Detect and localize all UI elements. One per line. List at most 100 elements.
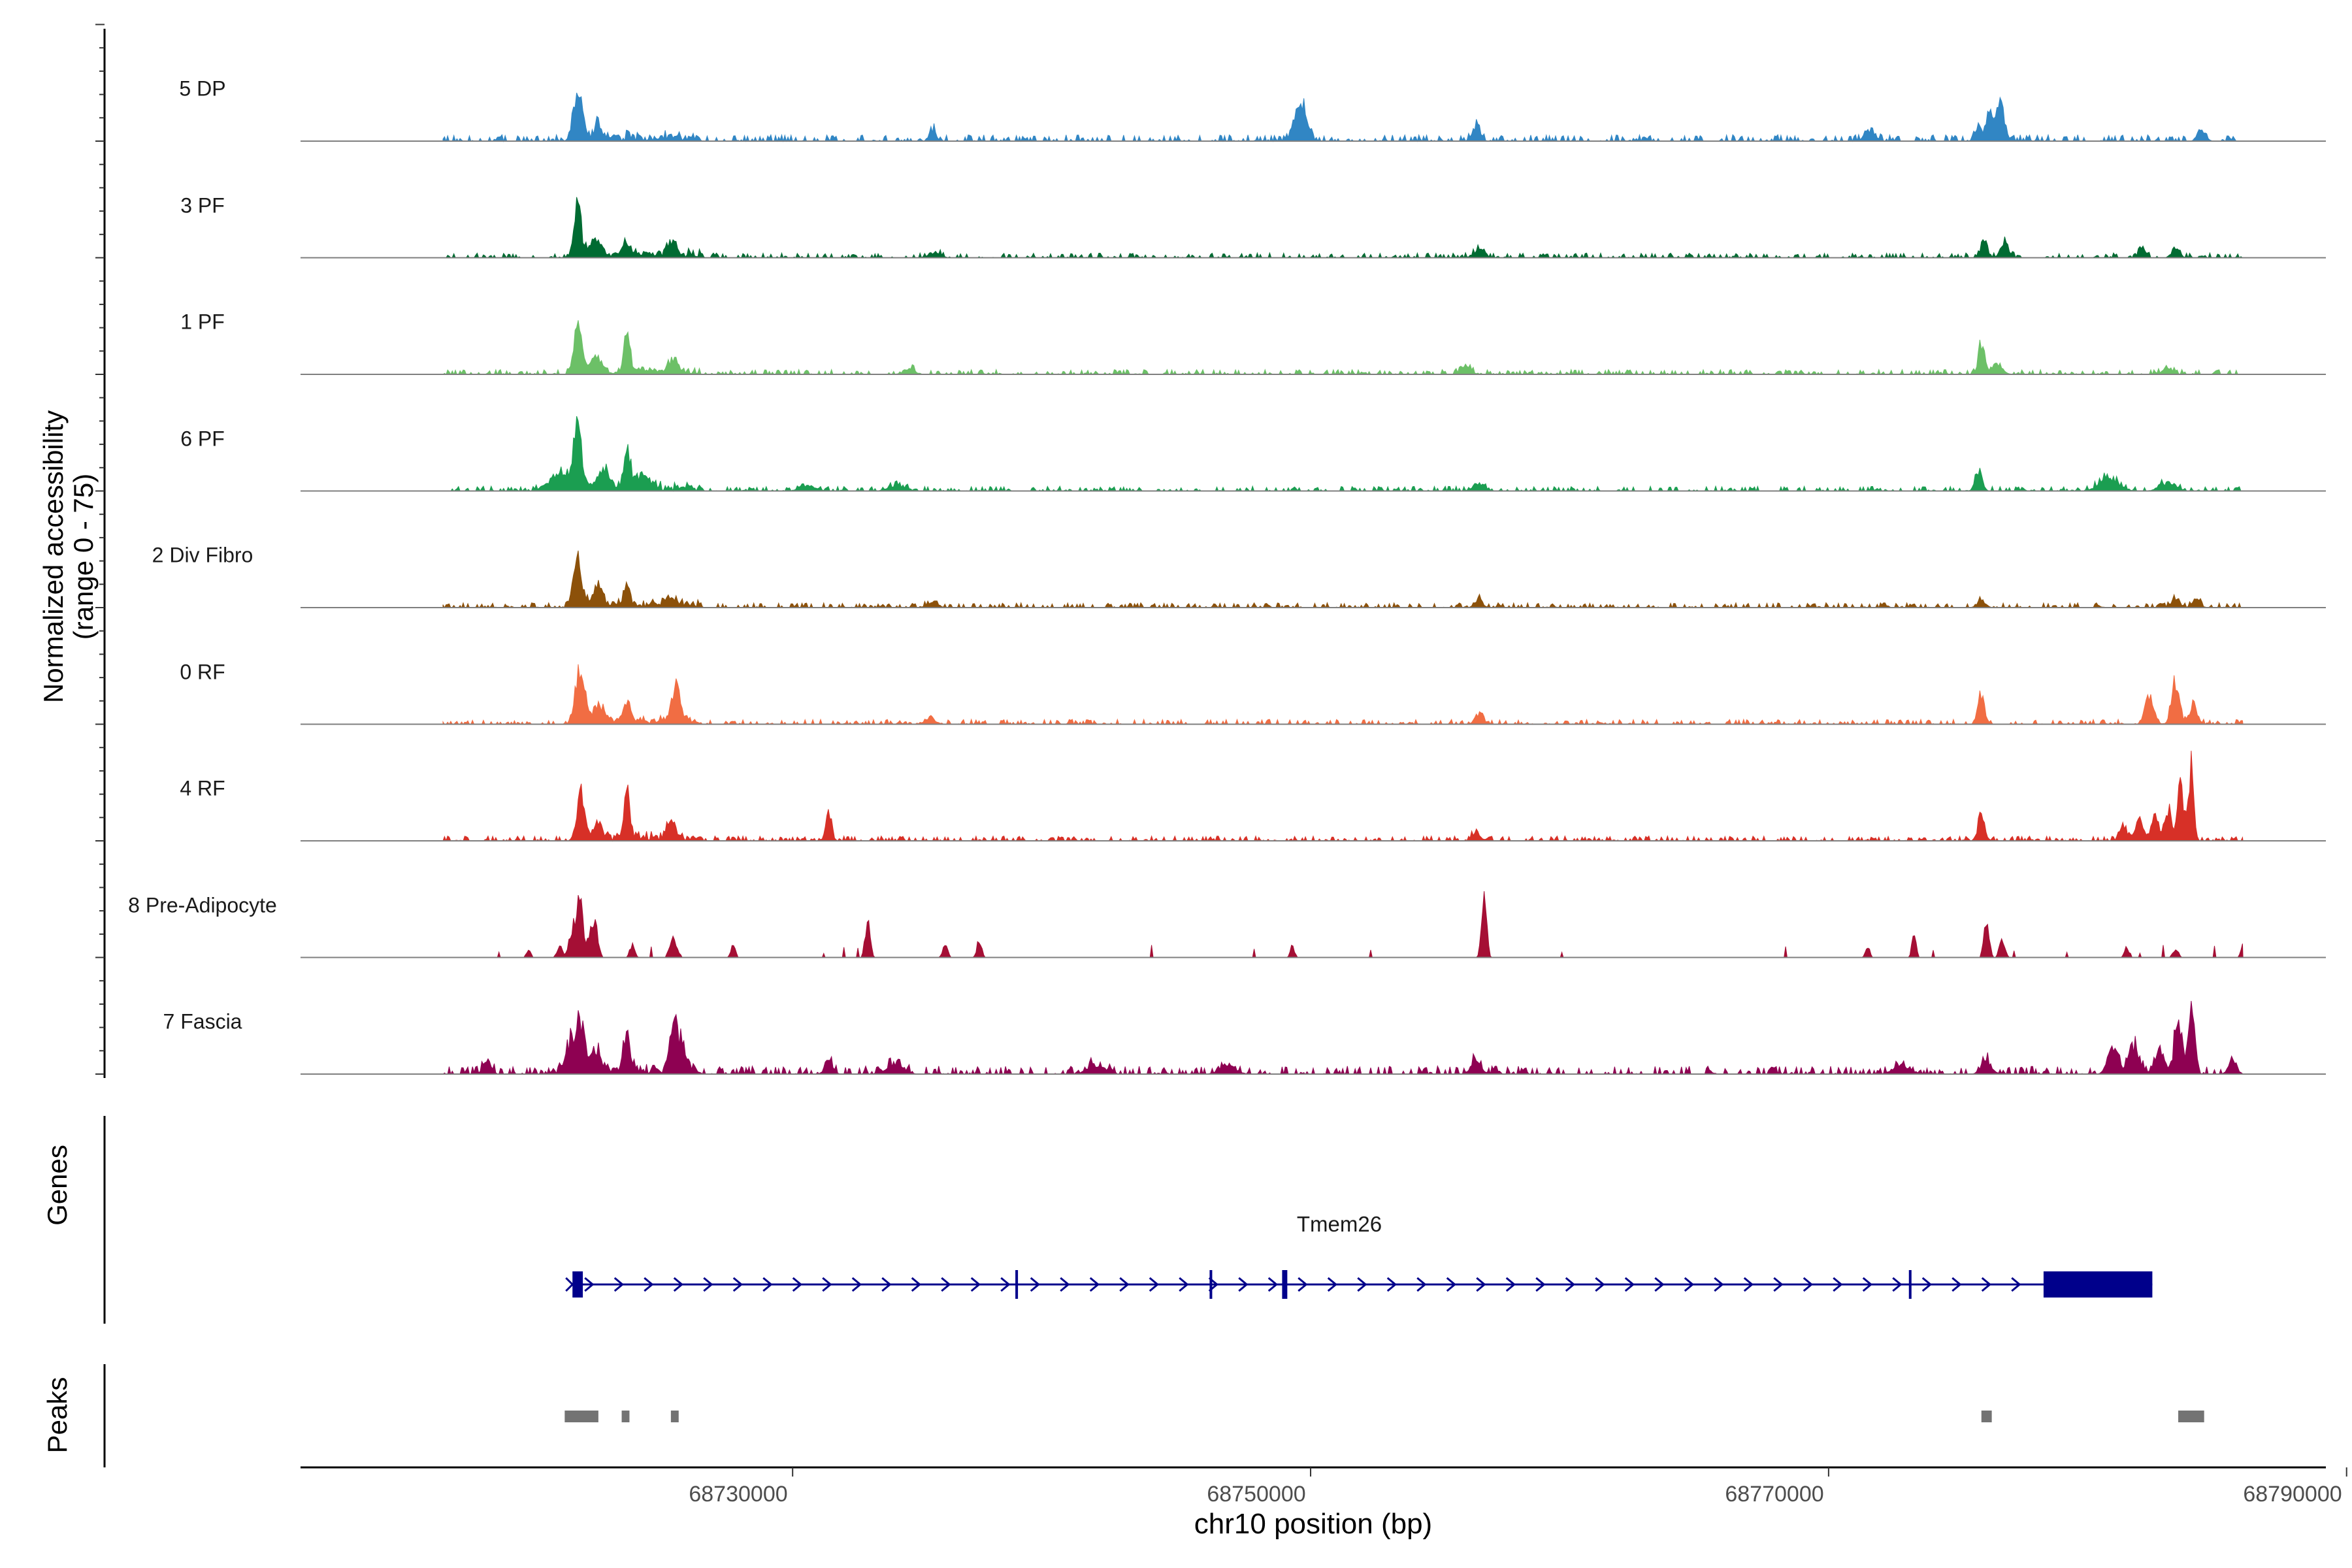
strand-arrow	[1773, 1277, 1784, 1292]
strand-arrow	[1089, 1277, 1100, 1292]
gene-exon	[2043, 1271, 2153, 1298]
strand-arrow	[1327, 1277, 1338, 1292]
peak-track	[103, 1364, 2204, 1467]
strand-arrow	[1654, 1277, 1665, 1292]
strand-arrow	[851, 1277, 862, 1292]
y-axis-title-line2: (range 0 - 75)	[68, 473, 99, 640]
track-label: 1 PF	[180, 310, 225, 334]
y-axis	[95, 24, 106, 1078]
strand-arrow	[1149, 1277, 1160, 1292]
strand-arrow	[1267, 1277, 1279, 1292]
coverage-area	[443, 416, 2244, 493]
gene-exon	[1282, 1270, 1288, 1299]
strand-arrow	[970, 1277, 981, 1292]
strand-arrow	[1595, 1277, 1605, 1292]
coverage-tracks	[301, 92, 2326, 1075]
coverage-track	[301, 197, 2326, 259]
strand-arrow	[1030, 1277, 1041, 1292]
strand-arrow	[1952, 1277, 1962, 1292]
strand-arrow	[1862, 1277, 1873, 1292]
coverage-track	[301, 751, 2326, 842]
strand-arrow	[1000, 1277, 1011, 1292]
peak-region	[670, 1411, 679, 1422]
track-label: 4 RF	[180, 776, 225, 800]
y-axis-title-line1: Normalized accessibility	[38, 410, 69, 704]
x-tick-label: 68770000	[1725, 1482, 1824, 1507]
strand-arrow	[673, 1277, 684, 1292]
peak-region	[621, 1411, 630, 1422]
x-axis	[301, 1466, 2347, 1477]
coverage-track	[301, 664, 2326, 726]
peak-region	[1981, 1411, 1992, 1422]
coverage-track	[301, 550, 2326, 609]
strand-arrow	[644, 1277, 654, 1292]
gene-track	[103, 1116, 2153, 1324]
track-label: 6 PF	[180, 427, 225, 450]
strand-arrow	[881, 1277, 892, 1292]
strand-arrow	[1565, 1277, 1576, 1292]
coverage-area	[443, 197, 2244, 259]
coverage-area	[442, 320, 2244, 376]
strand-arrow	[703, 1277, 713, 1292]
coverage-area	[442, 1000, 2244, 1075]
coverage-track	[301, 1000, 2326, 1075]
strand-arrow	[1298, 1277, 1308, 1292]
strand-arrow	[762, 1277, 773, 1292]
strand-arrow	[584, 1277, 595, 1292]
peaks-section-title: Peaks	[42, 1377, 73, 1454]
strand-arrow	[941, 1277, 951, 1292]
peak-region	[2178, 1411, 2204, 1422]
strand-arrow	[822, 1277, 832, 1292]
coverage-area	[442, 550, 2244, 609]
strand-arrow	[1119, 1277, 1130, 1292]
strand-arrow	[1357, 1277, 1367, 1292]
coverage-track	[301, 891, 2326, 958]
gene-exon	[1908, 1270, 1912, 1299]
strand-arrow	[1624, 1277, 1635, 1292]
strand-arrow	[1981, 1277, 1992, 1292]
strand-arrow	[1416, 1277, 1427, 1292]
strand-arrow	[1476, 1277, 1486, 1292]
x-axis-title: chr10 position (bp)	[1194, 1508, 1433, 1540]
strand-arrow	[1684, 1277, 1695, 1292]
track-label: 5 DP	[179, 76, 226, 101]
strand-arrow	[1921, 1277, 1933, 1292]
strand-arrow	[1535, 1277, 1546, 1292]
strand-arrow	[1179, 1277, 1189, 1292]
strand-arrow	[1060, 1277, 1070, 1292]
x-tick-label: 68790000	[2243, 1482, 2342, 1507]
genes-section-title: Genes	[42, 1145, 73, 1226]
coverage-area	[442, 664, 2244, 726]
strand-arrow	[1714, 1277, 1724, 1292]
coverage-area	[442, 92, 2244, 142]
coverage-track	[301, 416, 2326, 493]
strand-arrow	[732, 1277, 743, 1292]
track-label: 8 Pre-Adipocyte	[128, 893, 277, 917]
track-label: 3 PF	[180, 193, 225, 217]
gene-exon	[572, 1271, 583, 1298]
peak-region	[564, 1411, 598, 1422]
coverage-area	[442, 751, 2244, 842]
strand-arrow	[2011, 1277, 2021, 1292]
strand-arrow	[1803, 1277, 1814, 1292]
strand-arrow	[1833, 1277, 1843, 1292]
coverage-track	[301, 92, 2326, 142]
strand-arrow	[1505, 1277, 1516, 1292]
strand-arrow	[613, 1277, 625, 1292]
x-tick-label: 68730000	[689, 1482, 788, 1507]
strand-arrow	[1892, 1277, 1903, 1292]
strand-arrow	[1386, 1277, 1397, 1292]
gene-name-label: Tmem26	[1296, 1212, 1382, 1236]
strand-arrow	[911, 1277, 922, 1292]
gene-exon	[1209, 1270, 1213, 1299]
coverage-track	[301, 320, 2326, 376]
strand-arrow	[1238, 1277, 1249, 1292]
strand-arrow	[1743, 1277, 1754, 1292]
track-label: 7 Fascia	[163, 1009, 242, 1034]
coverage-area	[443, 891, 2244, 958]
y-axis-title: Normalized accessibility (range 0 - 75)	[38, 410, 99, 704]
gene-exon	[1015, 1270, 1019, 1299]
strand-arrow	[792, 1277, 803, 1292]
track-label: 0 RF	[180, 660, 225, 683]
